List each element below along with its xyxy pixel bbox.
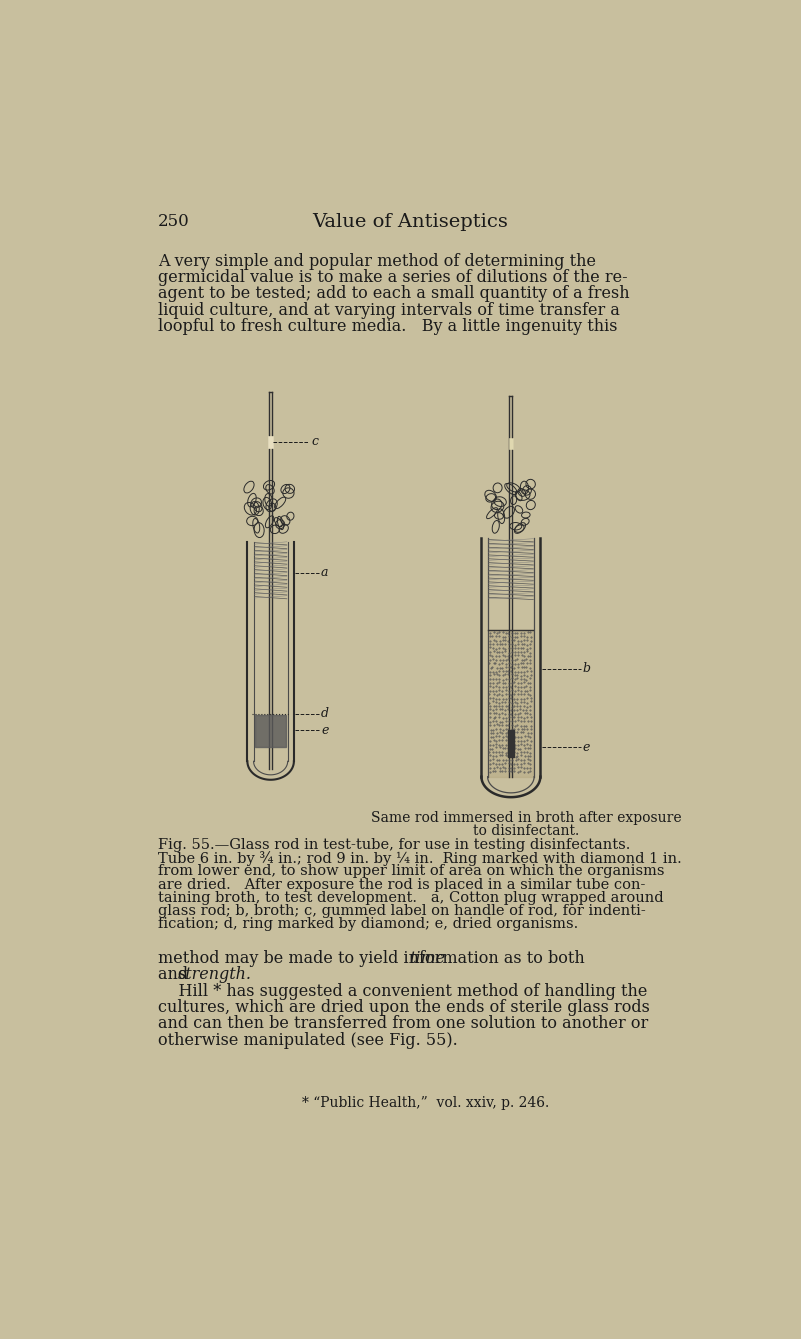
Text: * “Public Health,”  vol. xxiv, p. 246.: * “Public Health,” vol. xxiv, p. 246. bbox=[302, 1097, 549, 1110]
Text: c: c bbox=[312, 435, 319, 449]
Text: b: b bbox=[583, 663, 591, 675]
Text: and can then be transferred from one solution to another or: and can then be transferred from one sol… bbox=[159, 1015, 649, 1032]
Text: agent to be tested; add to each a small quantity of a fresh: agent to be tested; add to each a small … bbox=[159, 285, 630, 303]
Text: Value of Antiseptics: Value of Antiseptics bbox=[312, 213, 508, 232]
Text: method may be made to yield information as to both: method may be made to yield information … bbox=[159, 949, 590, 967]
Text: cultures, which are dried upon the ends of sterile glass rods: cultures, which are dried upon the ends … bbox=[159, 999, 650, 1016]
Text: A very simple and popular method of determining the: A very simple and popular method of dete… bbox=[159, 253, 596, 270]
Text: glass rod; b, broth; c, gummed label on handle of rod, for indenti-: glass rod; b, broth; c, gummed label on … bbox=[159, 904, 646, 917]
Text: taining broth, to test development.   a, Cotton plug wrapped around: taining broth, to test development. a, C… bbox=[159, 890, 664, 905]
Text: loopful to fresh culture media.   By a little ingenuity this: loopful to fresh culture media. By a lit… bbox=[159, 317, 618, 335]
Text: are dried.   After exposure the rod is placed in a similar tube con-: are dried. After exposure the rod is pla… bbox=[159, 877, 646, 892]
Text: otherwise manipulated (see Fig. 55).: otherwise manipulated (see Fig. 55). bbox=[159, 1031, 458, 1048]
Text: Same rod immersed in broth after exposure: Same rod immersed in broth after exposur… bbox=[371, 811, 682, 825]
Text: 250: 250 bbox=[159, 213, 190, 230]
Bar bbox=[268, 435, 273, 447]
Text: germicidal value is to make a series of dilutions of the re-: germicidal value is to make a series of … bbox=[159, 269, 628, 287]
Bar bbox=[256, 715, 286, 747]
Bar bbox=[509, 438, 513, 449]
Text: and: and bbox=[159, 967, 194, 983]
Bar bbox=[489, 631, 533, 777]
Text: strength.: strength. bbox=[178, 967, 252, 983]
Text: time: time bbox=[409, 949, 445, 967]
Text: d: d bbox=[321, 707, 329, 720]
Text: a: a bbox=[321, 566, 328, 580]
Text: e: e bbox=[321, 724, 328, 736]
Bar bbox=[508, 731, 514, 758]
Text: e: e bbox=[583, 740, 590, 754]
Text: Fig. 55.—Glass rod in test-tube, for use in testing disinfectants.: Fig. 55.—Glass rod in test-tube, for use… bbox=[159, 838, 630, 853]
Text: from lower end, to show upper limit of area on which the organisms: from lower end, to show upper limit of a… bbox=[159, 865, 665, 878]
Text: fication; d, ring marked by diamond; e, dried organisms.: fication; d, ring marked by diamond; e, … bbox=[159, 917, 578, 931]
Text: liquid culture, and at varying intervals of time transfer a: liquid culture, and at varying intervals… bbox=[159, 301, 620, 319]
Text: to disinfectant.: to disinfectant. bbox=[473, 825, 579, 838]
Text: Tube 6 in. by ¾ in.; rod 9 in. by ¼ in.  Ring marked with diamond 1 in.: Tube 6 in. by ¾ in.; rod 9 in. by ¼ in. … bbox=[159, 852, 682, 866]
Text: Hill * has suggested a convenient method of handling the: Hill * has suggested a convenient method… bbox=[159, 983, 648, 1000]
